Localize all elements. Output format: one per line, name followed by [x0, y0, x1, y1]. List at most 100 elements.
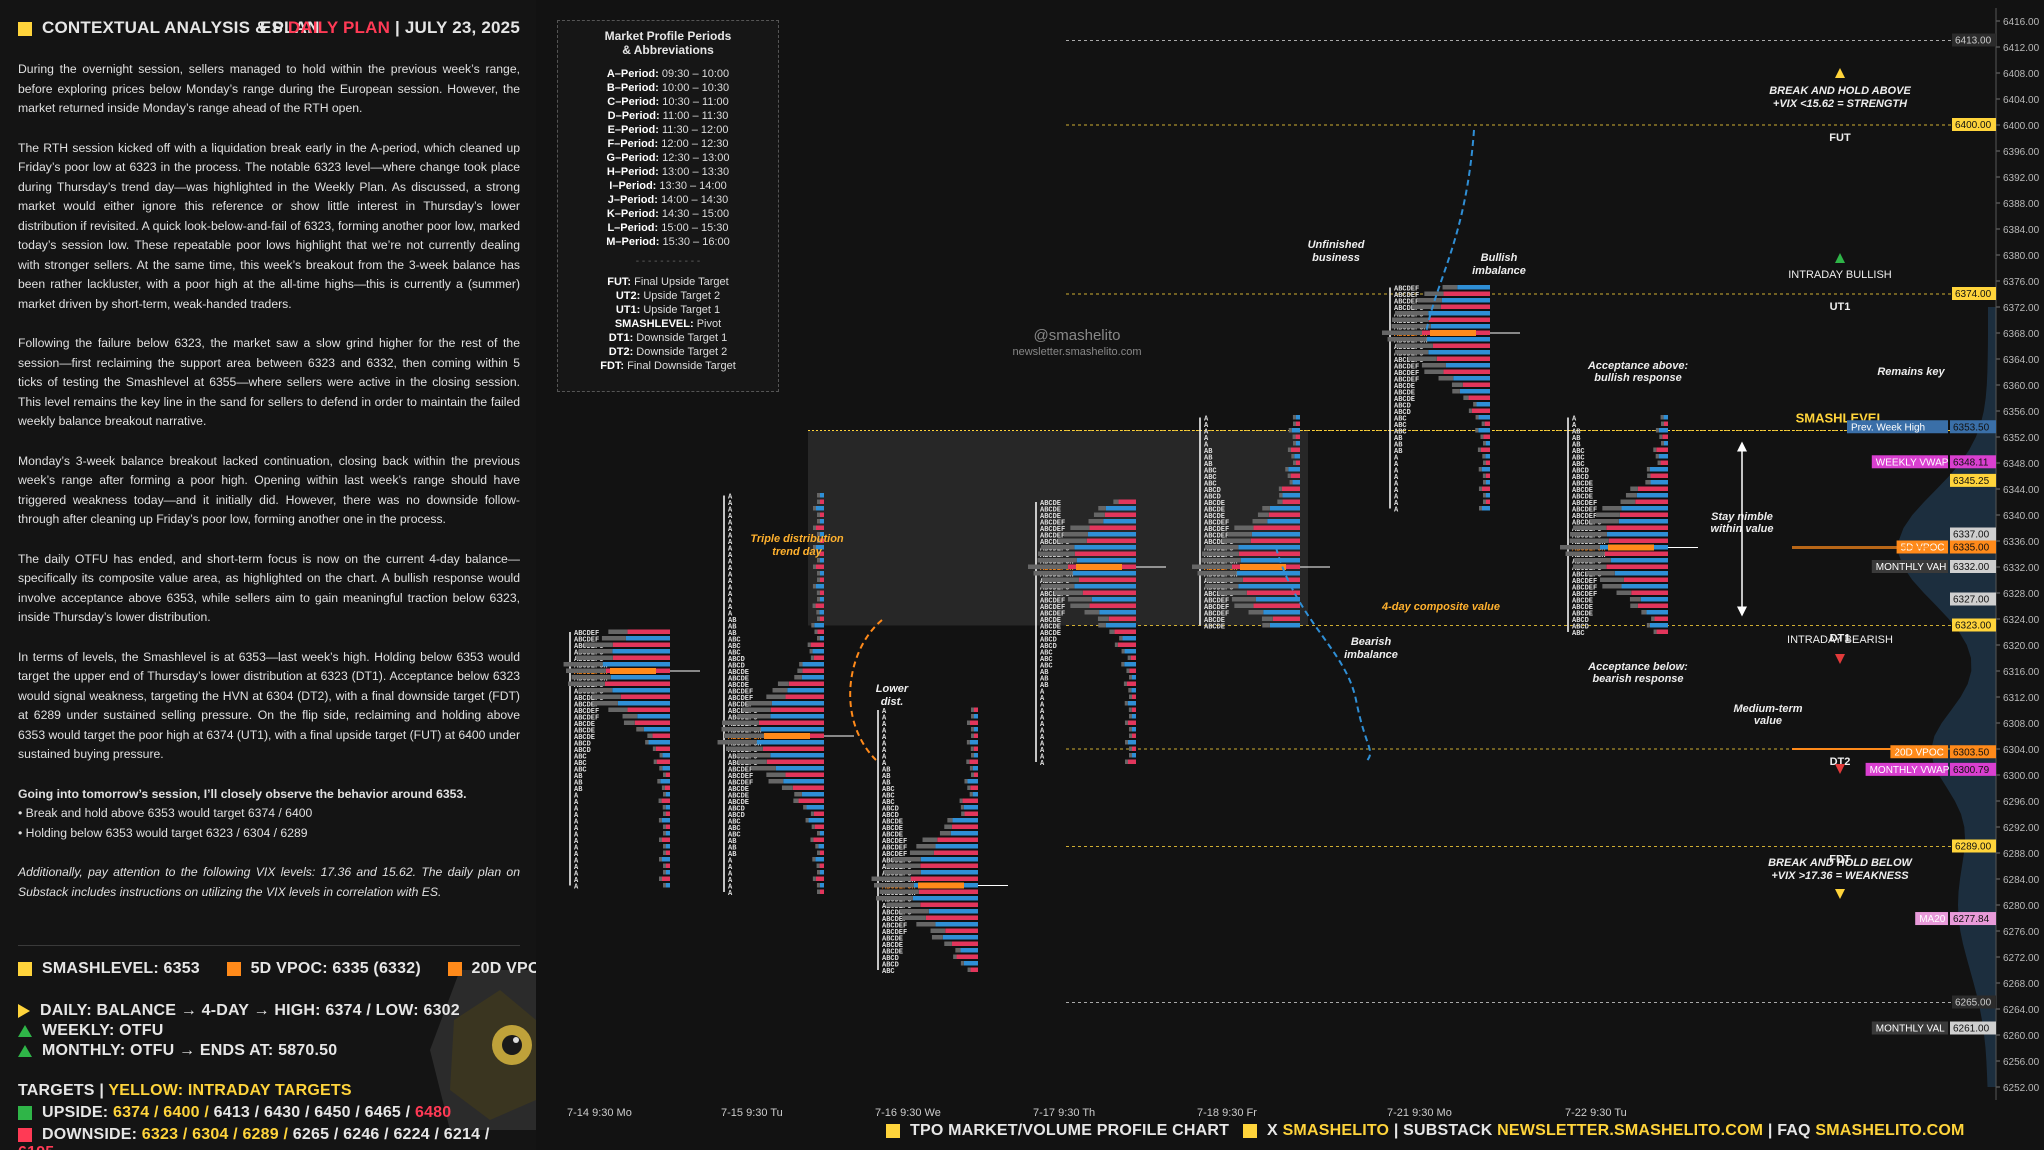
- tpo-letters: ABCDEF: [574, 630, 599, 638]
- tpo-letters: AB: [1572, 429, 1581, 437]
- volume-bar: [617, 701, 670, 706]
- tpo-letters: A: [882, 728, 887, 736]
- tpo-letters: A: [1394, 507, 1399, 515]
- volume-bar: [952, 818, 978, 823]
- period-list: A–Period: 09:30 – 10:00 B–Period: 10:00 –…: [558, 67, 778, 249]
- tpo-letters: ABCDE: [574, 734, 595, 742]
- chart-annotation: business: [1312, 252, 1360, 264]
- y-axis-tick-label: 6360.00: [2003, 381, 2040, 392]
- volume-bar: [1440, 304, 1490, 309]
- tpo-letters: A: [574, 877, 579, 885]
- abbreviation-key: UT1:: [615, 304, 644, 316]
- volume-bar: [1131, 688, 1136, 693]
- volume-bar: [951, 941, 978, 946]
- tpo-letters: ABC: [728, 825, 741, 833]
- volume-bar: [1074, 551, 1136, 556]
- volume-bar: [1295, 415, 1300, 420]
- tpo-letters: A: [728, 552, 733, 560]
- volume-bar: [1637, 603, 1668, 608]
- volume-delta-bar: [805, 818, 809, 823]
- tpo-letters: A: [1204, 442, 1209, 450]
- tpo-letters: ABC: [1572, 455, 1585, 463]
- tpo-letters: ABCDE: [1394, 396, 1415, 404]
- tpo-letters: A: [574, 799, 579, 807]
- tpo-letters: A: [1040, 702, 1045, 710]
- tpo-letters: ABCDE: [1572, 604, 1593, 612]
- abbreviation-key: SMASHLEVEL:: [614, 318, 697, 330]
- volume-bar: [1608, 538, 1668, 543]
- volume-bar: [1654, 616, 1668, 621]
- footer-site-link[interactable]: NEWSLETTER.SMASHELITO.COM: [1497, 1122, 1764, 1139]
- tpo-letters: ABCDE: [1040, 507, 1061, 515]
- tpo-letters: ABC: [1394, 416, 1407, 424]
- volume-delta-bar: [794, 675, 802, 680]
- volume-bar: [1640, 597, 1668, 602]
- volume-bar: [1614, 571, 1668, 576]
- volume-bar: [963, 961, 978, 966]
- volume-delta-bar: [591, 694, 621, 699]
- volume-bar: [1621, 584, 1668, 589]
- abbreviation-row: UT1: Upside Target 1: [558, 303, 778, 317]
- volume-delta-bar: [1475, 428, 1479, 433]
- tpo-letters: ABCDE: [1572, 598, 1593, 606]
- volume-delta-bar: [812, 564, 816, 569]
- volume-delta-bar: [1565, 551, 1605, 556]
- tpo-letters: ABCDE: [882, 819, 903, 827]
- volume-bar: [1103, 519, 1136, 524]
- tpo-letters: ABCD: [728, 656, 745, 664]
- tpo-letters: ABCDE: [728, 682, 749, 690]
- footer-handle-link[interactable]: SMASHELITO: [1282, 1122, 1390, 1139]
- bearish-imbalance-curve: [1275, 547, 1372, 763]
- tpo-letters: ABCDEF: [882, 916, 907, 924]
- y-axis-tick-label: 6296.00: [2003, 797, 2040, 808]
- tpo-letters: ABCD: [574, 741, 591, 749]
- tpo-letters: ABCD: [1394, 403, 1411, 411]
- volume-bar: [1089, 603, 1136, 608]
- volume-bar: [1462, 382, 1490, 387]
- tpo-letters: ABC: [1040, 650, 1053, 658]
- volume-bar: [801, 792, 824, 797]
- volume-delta-bar: [1602, 506, 1622, 511]
- y-axis-tick-label: 6316.00: [2003, 667, 2040, 678]
- volume-delta-bar: [1028, 564, 1068, 569]
- abbreviation-key: FDT:: [600, 360, 628, 372]
- tpo-letters: A: [574, 845, 579, 853]
- volume-delta-bar: [966, 720, 970, 725]
- down-arrow-icon: [1835, 654, 1845, 664]
- price-tag-value-box: [1950, 592, 1996, 606]
- volume-bar: [1131, 746, 1136, 751]
- volume-bar: [814, 623, 824, 628]
- volume-bar: [1236, 571, 1300, 576]
- volume-delta-bar: [1119, 636, 1123, 641]
- x-axis-label: 7-16 9:30 We: [875, 1107, 941, 1119]
- volume-bar: [1124, 662, 1136, 667]
- tpo-chart[interactable]: 6416.00 6412.00 6408.00 6404.00 6400.00 6396.…: [536, 0, 2044, 1150]
- footer-faq-link[interactable]: SMASHELITO.COM: [1815, 1122, 1965, 1139]
- scenario-list: • Break and hold above 6353 would target…: [18, 804, 520, 843]
- period-key: K–Period:: [606, 208, 662, 220]
- y-axis-tick-label: 6364.00: [2003, 355, 2040, 366]
- volume-delta-bar: [663, 811, 666, 816]
- volume-bar: [1635, 499, 1668, 504]
- tpo-letters: ABC: [882, 799, 895, 807]
- volume-delta-bar: [657, 779, 661, 784]
- period-key: I–Period:: [609, 180, 660, 192]
- chart-annotation: Remains key: [1877, 366, 1945, 378]
- volume-bar: [813, 655, 824, 660]
- scenario-bearish: • Holding below 6353 would target 6323 /…: [18, 825, 308, 840]
- tpo-chart-svg[interactable]: 6416.00 6412.00 6408.00 6404.00 6400.00 6396.…: [536, 0, 2044, 1150]
- volume-bar: [1485, 454, 1490, 459]
- tpo-letters: ABCDEFG: [1572, 520, 1601, 528]
- volume-delta-bar: [1221, 538, 1251, 543]
- volume-delta-bar: [817, 870, 820, 875]
- tpo-letters: A: [1204, 422, 1209, 430]
- volume-bar: [783, 779, 824, 784]
- volume-bar: [815, 545, 824, 550]
- volume-bar: [1432, 343, 1490, 348]
- abbreviation-meaning: Upside Target 1: [643, 304, 721, 316]
- tpo-letters: ABCD: [882, 962, 899, 970]
- volume-delta-bar: [901, 915, 926, 920]
- green-square-icon: [18, 1105, 32, 1120]
- volume-bar: [643, 727, 670, 732]
- volume-delta-bar: [658, 818, 662, 823]
